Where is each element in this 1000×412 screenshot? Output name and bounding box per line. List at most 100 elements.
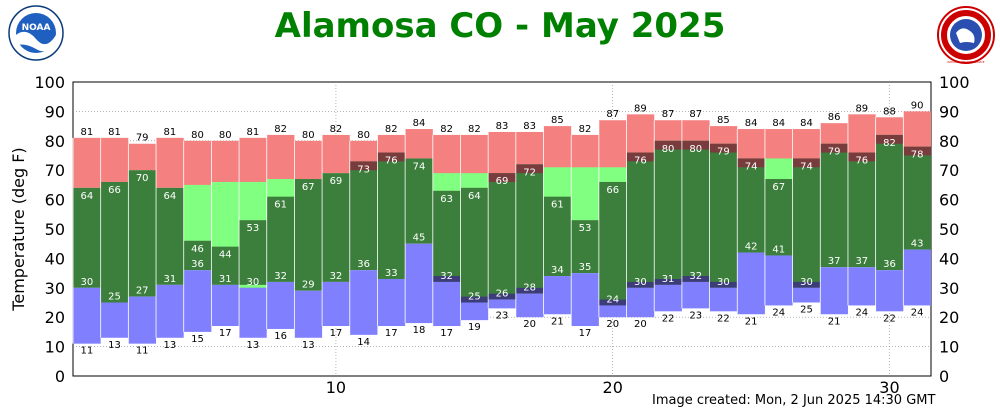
normal-range-bar (460, 173, 489, 188)
record-low-bar (598, 305, 627, 318)
record-low-bar (543, 276, 572, 315)
below-normal-bar (626, 281, 655, 288)
image-created-note: Image created: Mon, 2 Jun 2025 14:30 GMT (652, 393, 936, 408)
record-high-label: 79 (136, 133, 149, 144)
record-high-label: 85 (717, 115, 730, 126)
record-high-label: 82 (440, 124, 453, 135)
record-high-bar (903, 111, 931, 147)
actual-low-label: 37 (855, 256, 868, 267)
actual-low-label: 25 (468, 292, 481, 303)
record-low-bar (377, 278, 406, 327)
actual-low-label: 35 (579, 262, 592, 273)
record-high-label: 86 (828, 112, 841, 123)
y-tick-label-right: 90 (939, 102, 959, 121)
record-low-label: 11 (136, 346, 149, 357)
record-high-label: 82 (330, 124, 343, 135)
above-normal-bar (903, 146, 931, 156)
record-high-label: 87 (689, 109, 702, 120)
record-low-label: 22 (717, 313, 730, 324)
chart-title: Alamosa CO - May 2025 (274, 6, 726, 46)
record-low-bar (654, 284, 682, 312)
record-high-label: 82 (274, 124, 287, 135)
record-high-label: 80 (357, 130, 370, 141)
normal-range-bar (239, 181, 267, 221)
actual-high-label: 67 (302, 182, 315, 193)
record-low-bar (792, 287, 821, 303)
y-tick-label-left: 10 (45, 338, 65, 357)
actual-low-label: 30 (634, 277, 647, 288)
above-normal-bar (820, 143, 848, 153)
normal-range-bar (571, 167, 599, 221)
record-low-label: 22 (662, 313, 675, 324)
record-low-bar (681, 281, 710, 309)
actual-low-label: 31 (662, 274, 675, 285)
actual-range-bar (239, 220, 267, 288)
actual-high-label: 61 (274, 200, 287, 211)
actual-range-bar (654, 140, 682, 285)
record-high-bar (515, 131, 544, 165)
normal-range-bar (764, 158, 793, 180)
actual-high-label: 80 (689, 144, 702, 155)
actual-high-label: 53 (247, 223, 260, 234)
record-high-label: 84 (745, 118, 758, 129)
actual-low-label: 31 (219, 274, 232, 285)
above-normal-bar (654, 140, 682, 150)
above-normal-bar (875, 134, 904, 144)
actual-low-label: 26 (496, 289, 509, 300)
actual-low-label: 30 (800, 277, 813, 288)
above-normal-bar (847, 152, 876, 162)
above-normal-bar (377, 152, 406, 162)
record-high-bar (349, 140, 378, 162)
actual-high-label: 69 (496, 176, 509, 187)
actual-range-bar (377, 152, 406, 279)
record-low-label: 11 (80, 346, 93, 357)
y-tick-label-left: 0 (55, 367, 65, 386)
record-low-bar (322, 281, 350, 327)
actual-low-label: 37 (828, 256, 841, 267)
actual-high-label: 74 (413, 161, 426, 172)
actual-range-bar (100, 181, 129, 303)
actual-high-label: 78 (911, 150, 924, 161)
normal-range-bar (211, 181, 240, 247)
record-high-label: 84 (413, 118, 426, 129)
actual-range-bar (764, 179, 793, 256)
actual-high-label: 61 (551, 200, 564, 211)
actual-low-label: 42 (745, 242, 758, 253)
above-normal-bar (792, 158, 821, 168)
record-high-bar (156, 137, 184, 188)
record-high-label: 88 (883, 106, 896, 117)
nws-logo-text: NATIONAL WEATHER SERVICE (947, 60, 984, 64)
record-high-label: 80 (219, 130, 232, 141)
record-high-label: 81 (164, 127, 177, 138)
record-high-label: 80 (191, 130, 204, 141)
actual-range-bar (792, 158, 821, 288)
actual-range-bar (460, 187, 489, 303)
actual-high-label: 80 (662, 144, 675, 155)
actual-high-label: 46 (191, 244, 204, 255)
actual-high-label: 63 (440, 194, 453, 205)
normal-range-bar (183, 184, 212, 241)
record-low-bar (432, 281, 461, 327)
record-low-label: 13 (302, 340, 315, 351)
record-high-bar (626, 114, 655, 153)
record-low-label: 21 (745, 316, 758, 327)
above-normal-bar (737, 158, 765, 168)
below-normal-bar (460, 296, 489, 303)
actual-range-bar (737, 158, 765, 253)
actual-high-label: 64 (468, 191, 481, 202)
record-low-bar (820, 267, 848, 315)
actual-low-label: 31 (164, 274, 177, 285)
x-tick-label: 20 (603, 378, 623, 397)
record-high-label: 84 (800, 118, 813, 129)
y-tick-label-right: 10 (939, 338, 959, 357)
record-high-label: 82 (579, 124, 592, 135)
actual-range-bar (405, 158, 433, 244)
actual-range-bar (266, 196, 295, 282)
record-low-bar (515, 293, 544, 318)
record-low-label: 17 (579, 328, 592, 339)
above-normal-bar (488, 173, 516, 182)
record-high-bar (322, 134, 350, 174)
normal-range-bar (266, 179, 295, 197)
record-high-bar (294, 140, 323, 180)
record-high-label: 89 (634, 103, 647, 114)
